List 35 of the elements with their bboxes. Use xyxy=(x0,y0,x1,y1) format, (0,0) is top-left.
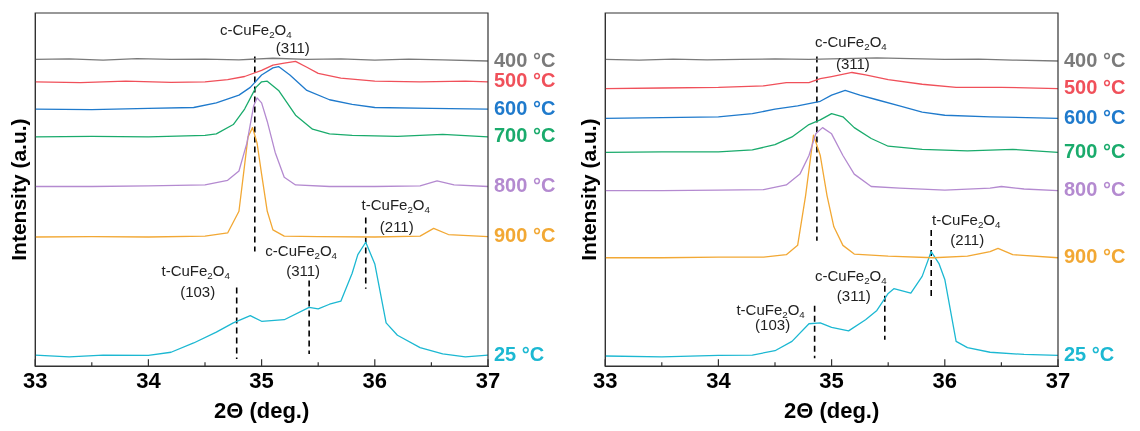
annotation: (311) xyxy=(836,286,871,304)
series-label: 800 °C xyxy=(1064,178,1126,201)
y-axis-title: Intensity (a.u.) xyxy=(577,118,601,261)
series-label: 25 °C xyxy=(494,342,545,365)
annotation: (211) xyxy=(379,217,414,235)
annotation: (311) xyxy=(286,261,321,279)
series-label: 700 °C xyxy=(494,124,556,147)
annotation: (103) xyxy=(180,282,216,300)
series-label: 800 °C xyxy=(494,174,556,197)
x-axis-title: 2Θ (deg.) xyxy=(213,397,310,423)
x-tick-label: 35 xyxy=(819,368,844,394)
annotation: (311) xyxy=(835,54,870,72)
series-label: 500 °C xyxy=(1064,76,1126,99)
series-label: 400 °C xyxy=(494,48,556,71)
series-label: 400 °C xyxy=(1064,48,1126,71)
x-tick-label: 35 xyxy=(249,368,274,394)
x-tick-label: 37 xyxy=(1045,368,1071,394)
series-label: 900 °C xyxy=(494,224,556,247)
series-label: 600 °C xyxy=(1064,105,1126,128)
x-tick-label: 33 xyxy=(592,368,618,394)
series-label: 25 °C xyxy=(1064,342,1115,365)
x-tick-label: 36 xyxy=(932,368,958,394)
x-tick-label: 33 xyxy=(22,368,48,394)
x-tick-label: 36 xyxy=(362,368,388,394)
x-axis-title: 2Θ (deg.) xyxy=(783,397,880,423)
x-tick-label: 34 xyxy=(706,368,732,394)
series-label: 900 °C xyxy=(1064,245,1126,268)
series-label: 700 °C xyxy=(1064,139,1126,162)
series-label: 600 °C xyxy=(494,96,556,119)
text: (311) xyxy=(275,38,310,56)
annotation: (211) xyxy=(950,231,985,249)
x-tick-label: 37 xyxy=(475,368,501,394)
x-tick-label: 34 xyxy=(136,368,162,394)
series-label: 500 °C xyxy=(494,69,556,92)
y-axis-title: Intensity (a.u.) xyxy=(7,118,31,261)
